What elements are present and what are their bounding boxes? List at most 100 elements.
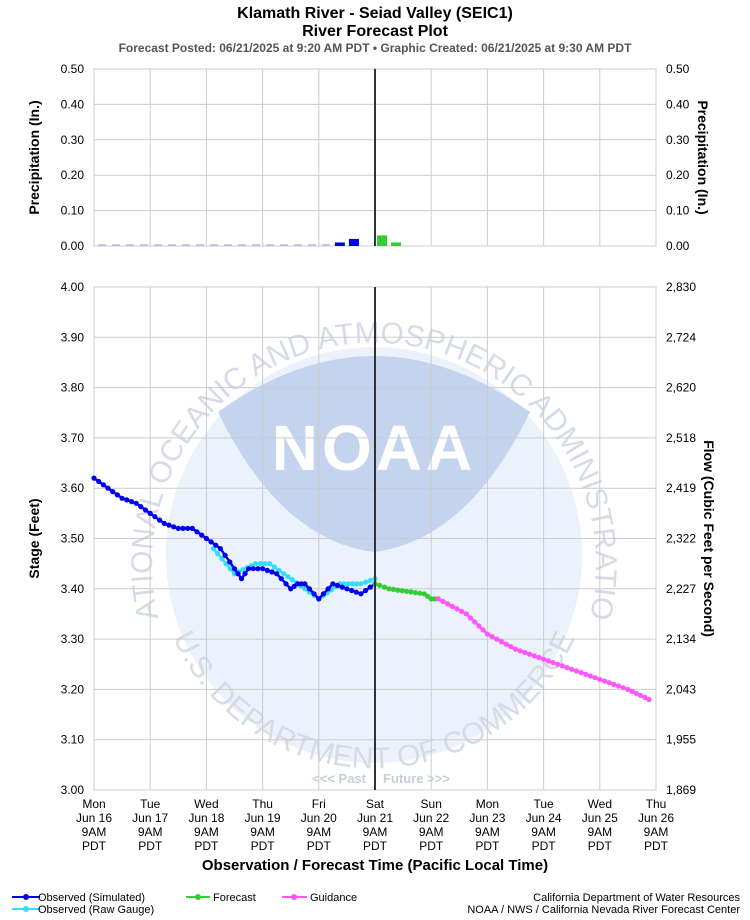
observed-simulated-point <box>199 532 205 538</box>
legend-observed-simulated: Observed (Simulated) <box>12 892 145 904</box>
observed-simulated-point <box>105 485 111 491</box>
precip-bar <box>377 235 388 246</box>
stage-y-tick-label: 3.80 <box>61 381 85 395</box>
x-tick-hour: 9AM <box>644 825 669 839</box>
legend-forecast: Forecast <box>186 892 256 904</box>
observed-simulated-point <box>161 520 167 527</box>
observed-raw-gauge-point <box>289 577 295 583</box>
x-tick-tz: PDT <box>194 839 219 853</box>
precip-y-tick-label: 0.00 <box>61 239 85 253</box>
x-tick-hour: 9AM <box>363 825 388 839</box>
legend-observed-raw: Observed (Raw Gauge) <box>12 904 154 916</box>
chart-marks <box>91 69 652 790</box>
x-tick-hour: 9AM <box>475 825 500 839</box>
x-tick-day: Fri <box>312 797 326 811</box>
precip-y-tick-label: 0.20 <box>61 168 85 182</box>
guidance-point <box>459 608 465 615</box>
observed-simulated-point <box>142 507 149 513</box>
observed-simulated-point <box>166 522 172 528</box>
observed-simulated-point <box>133 500 139 506</box>
precip-y-tick-label: 0.50 <box>61 62 85 76</box>
observed-simulated-point <box>124 497 130 503</box>
observed-simulated-point <box>330 581 336 587</box>
precip-y2-tick-label: 0.00 <box>666 239 690 253</box>
observed-simulated-point <box>194 529 200 535</box>
guidance-point <box>569 666 575 672</box>
observed-raw-gauge-point <box>267 561 273 567</box>
guidance-point <box>578 670 584 676</box>
legend-guidance-label: Guidance <box>310 892 357 904</box>
precip-y2-tick-label: 0.20 <box>666 168 690 182</box>
x-tick-date: Jun 17 <box>132 811 168 825</box>
observed-simulated-point <box>255 566 261 572</box>
guidance-point <box>435 596 441 602</box>
x-tick-tz: PDT <box>419 839 444 853</box>
stage-y-tick-label: 3.70 <box>61 431 85 445</box>
precip-bar <box>334 242 345 246</box>
precip-y2-tick-label: 0.30 <box>666 133 690 147</box>
observed-raw-gauge-point <box>363 579 369 585</box>
guidance-point <box>541 656 547 662</box>
observed-simulated-point <box>353 589 359 595</box>
x-tick-day: Sun <box>421 797 442 811</box>
observed-simulated-point <box>302 581 308 587</box>
observed-simulated-point <box>128 499 135 505</box>
observed-simulated-point <box>213 542 219 548</box>
x-axis-label: Observation / Forecast Time (Pacific Loc… <box>202 857 548 874</box>
observed-raw-gauge-point <box>271 564 277 570</box>
x-tick-date: Jun 18 <box>188 811 224 825</box>
precip-y-tick-label: 0.30 <box>61 133 85 147</box>
guidance-point <box>517 648 523 654</box>
observed-simulated-point <box>238 576 245 582</box>
guidance-point <box>445 601 451 607</box>
future-label: Future >>> <box>383 771 450 786</box>
observed-simulated-point <box>320 591 327 597</box>
observed-simulated-point <box>344 586 350 592</box>
guidance-point <box>555 661 561 667</box>
precipitation-panel: 0.00 0.00 0.10 0.10 0.20 0.20 0.30 0.30 0.40 0.40… <box>26 62 711 253</box>
observed-simulated-point <box>185 525 191 532</box>
observed-raw-gauge-point <box>367 577 373 584</box>
flow-y2-tick-label: 1,955 <box>666 733 696 747</box>
precip-y-axis-label: Precipitation (In.) <box>26 100 42 214</box>
observed-simulated-point <box>114 492 120 498</box>
x-tick-date: Jun 24 <box>526 811 562 825</box>
forecast-point <box>408 589 414 595</box>
precip-y2-tick-label: 0.10 <box>666 204 690 218</box>
observed-simulated-point <box>306 586 312 592</box>
observed-simulated-point <box>363 587 369 594</box>
guidance-point <box>454 606 460 612</box>
guidance-point <box>545 658 551 664</box>
observed-raw-gauge-point <box>285 574 291 580</box>
x-tick-date: Jun 23 <box>469 811 505 825</box>
x-tick-hour: 9AM <box>194 825 219 839</box>
observed-simulated-point <box>138 504 144 510</box>
observed-simulated-point <box>298 581 304 587</box>
legend-guidance: Guidance <box>282 892 357 904</box>
x-tick-day: Thu <box>252 797 273 811</box>
stage-y-tick-label: 3.00 <box>61 783 85 797</box>
observed-raw-gauge-point <box>349 581 356 587</box>
legend-observed-simulated-label: Observed (Simulated) <box>38 892 145 904</box>
observed-simulated-point <box>208 539 214 545</box>
x-tick-date: Jun 25 <box>582 811 618 825</box>
observed-simulated-point <box>250 566 256 572</box>
past-label: <<< Past <box>312 771 367 786</box>
x-tick-day: Wed <box>588 797 612 811</box>
observed-simulated-point <box>227 559 233 565</box>
forecast-point <box>395 587 401 593</box>
observed-raw-gauge-point <box>215 551 221 557</box>
flow-y2-tick-label: 2,227 <box>666 582 696 596</box>
observed-simulated-point <box>311 591 317 597</box>
guidance-point <box>476 623 482 629</box>
forecast-point <box>417 590 423 596</box>
guidance-point <box>629 688 635 695</box>
x-tick-tz: PDT <box>82 839 107 853</box>
chart-subtitle: Forecast Posted: 06/21/2025 at 9:20 AM P… <box>119 41 633 55</box>
x-tick-tz: PDT <box>363 839 388 853</box>
x-tick-tz: PDT <box>307 839 332 853</box>
